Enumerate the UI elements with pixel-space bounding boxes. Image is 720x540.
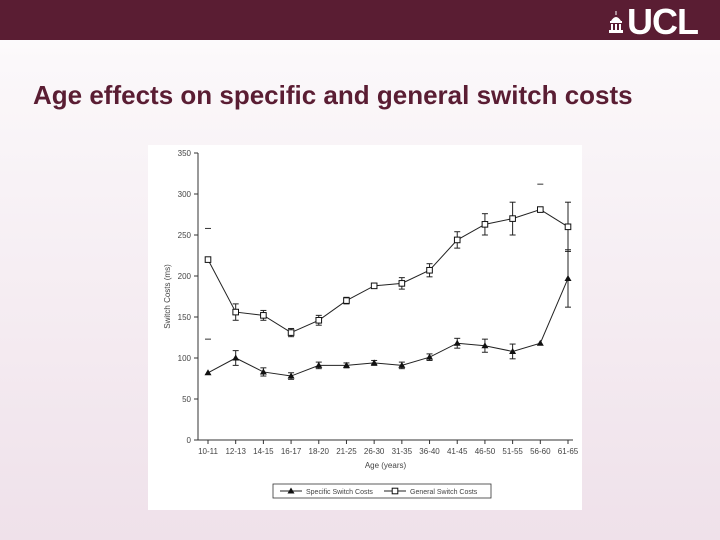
x-tick-label: 51-55	[502, 447, 523, 456]
x-tick-label: 41-45	[447, 447, 468, 456]
x-tick-label: 16-17	[281, 447, 302, 456]
data-point	[398, 280, 406, 287]
data-point	[453, 236, 461, 244]
y-tick-label: 350	[178, 149, 192, 158]
data-point	[204, 256, 212, 263]
y-tick-label: 300	[178, 190, 192, 199]
data-point	[426, 266, 433, 274]
data-point	[564, 223, 572, 231]
legend-label: Specific Switch Costs	[306, 489, 373, 496]
chart-marks	[204, 183, 572, 380]
legend-box	[272, 483, 492, 499]
data-point	[509, 215, 516, 222]
data-point	[481, 342, 489, 349]
chart-legend: Specific Switch Costs General Switch Cost…	[272, 483, 492, 499]
portico-dome-icon	[609, 11, 623, 33]
data-point	[232, 354, 240, 361]
data-point	[259, 368, 267, 375]
slide-title: Age effects on specific and general swit…	[33, 80, 633, 110]
y-tick-label: 100	[178, 354, 192, 363]
y-axis-label: Switch Costs (ms)	[163, 264, 172, 329]
data-point	[204, 369, 212, 376]
data-point	[260, 312, 267, 319]
x-tick-label: 12-13	[225, 447, 246, 456]
data-point	[315, 361, 323, 368]
y-tick-label: 0	[187, 436, 192, 445]
series-line	[207, 278, 569, 377]
series-specific	[204, 249, 572, 380]
line-chart: 0 50 100 150 200 250 300 350 Switch Costs (ms) 10…	[163, 149, 579, 499]
y-tick-label: 50	[182, 395, 191, 404]
series-general	[204, 201, 572, 338]
data-point	[481, 221, 489, 228]
legend-label: General Switch Costs	[410, 489, 478, 496]
legend-marker	[391, 487, 399, 495]
ucl-logo: UCL	[609, 1, 699, 42]
logo-text: UCL	[627, 1, 699, 42]
data-point	[398, 361, 406, 368]
x-tick-label: 21-25	[336, 447, 357, 456]
data-point	[370, 282, 378, 290]
data-point	[453, 339, 461, 346]
chart-panel: 0 50 100 150 200 250 300 350 Switch Costs (ms) 10…	[148, 145, 582, 510]
x-tick-label: 14-15	[253, 447, 274, 456]
y-tick-label: 150	[178, 313, 192, 322]
x-tick-label: 31-35	[392, 447, 413, 456]
x-tick-label: 18-20	[309, 447, 330, 456]
x-axis-label: Age (years)	[365, 461, 407, 470]
data-point	[315, 316, 323, 324]
y-tick-label: 200	[178, 272, 192, 281]
data-point	[232, 308, 239, 316]
x-tick-label: 61-65	[558, 447, 579, 456]
data-point	[537, 206, 544, 213]
x-tick-label: 46-50	[475, 447, 496, 456]
chart-axes: 0 50 100 150 200 250 300 350 Switch Costs (ms) 10…	[163, 149, 579, 470]
x-tick-label: 56-60	[530, 447, 551, 456]
x-tick-label: 10-11	[198, 447, 218, 456]
data-point	[343, 297, 350, 304]
legend-marker	[287, 487, 295, 494]
data-point	[564, 274, 572, 281]
y-tick-label: 250	[178, 231, 192, 240]
series-line	[207, 209, 569, 334]
data-point	[342, 361, 350, 368]
data-point	[426, 353, 434, 360]
data-point	[536, 339, 544, 346]
x-tick-label: 26-30	[364, 447, 385, 456]
header-bar: UCL	[0, 0, 720, 40]
data-point	[287, 329, 295, 336]
data-point	[509, 347, 517, 354]
data-point	[370, 359, 378, 366]
data-point	[287, 372, 295, 379]
x-tick-label: 36-40	[419, 447, 440, 456]
